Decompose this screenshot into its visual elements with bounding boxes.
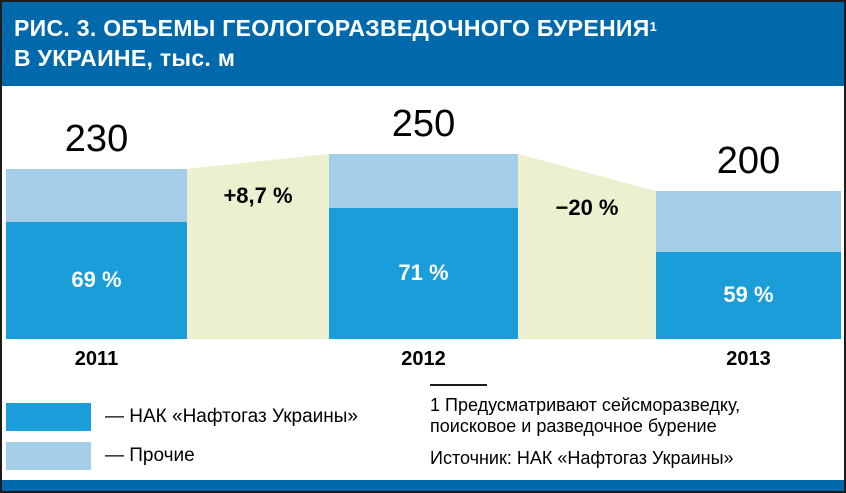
- axis-label-2011: 2011: [74, 348, 119, 370]
- share-label-2011: 69 %: [71, 267, 122, 293]
- source-line: Источник: НАК «Нафтогаз Украины»: [430, 448, 734, 468]
- segment-naftogaz-2013: 59 %: [656, 251, 841, 339]
- chart-title-line1: РИС. 3. ОБЪЕМЫ ГЕОЛОГОРАЗВЕДОЧНОГО БУРЕН…: [14, 15, 650, 41]
- footnote-line1: 1 Предусматривают сейсморазведку,: [430, 395, 741, 415]
- legend-label-others: — Прочие: [105, 445, 195, 466]
- segment-others-2012: [329, 154, 518, 208]
- segment-naftogaz-2012: 71 %: [329, 207, 518, 339]
- segment-others-2013: [656, 191, 841, 252]
- segment-naftogaz-2011: 69 %: [6, 221, 187, 339]
- segment-others-2011: [6, 169, 187, 222]
- bar-group-2012: 250 71 % 2012: [329, 86, 518, 370]
- chart-header: РИС. 3. ОБЪЕМЫ ГЕОЛОГОРАЗВЕДОЧНОГО БУРЕН…: [2, 2, 844, 86]
- change-band-2012-2013: [518, 154, 656, 339]
- bottom-accent-bar: [2, 480, 844, 491]
- bar-group-2011: 230 69 % 2011: [6, 86, 187, 370]
- bar-group-2013: 200 59 % 2013: [656, 86, 841, 370]
- legend-item-naftogaz: — НАК «Нафтогаз Украины»: [6, 403, 358, 431]
- footnote-block: 1 Предусматривают сейсморазведку, поиско…: [430, 384, 740, 469]
- legend-item-others: — Прочие: [6, 442, 358, 470]
- total-value-2013: 200: [716, 140, 781, 182]
- legend-swatch-naftogaz: [6, 403, 91, 431]
- axis-label-2012: 2012: [401, 348, 446, 370]
- chart-title-line2: В УКРАИНЕ, тыс. м: [14, 45, 236, 71]
- legend-swatch-others: [6, 442, 91, 470]
- legend: — НАК «Нафтогаз Украины» — Прочие: [6, 403, 358, 481]
- change-label-2012-2013: −20 %: [555, 195, 619, 220]
- stacked-bar-2011: 69 %: [6, 169, 187, 339]
- footnote-marker-superscript: 1: [649, 19, 658, 34]
- share-label-2012: 71 %: [398, 260, 449, 286]
- axis-label-2013: 2013: [726, 348, 771, 370]
- total-value-2011: 230: [64, 118, 129, 160]
- footnote-line2: поисковое и разведочное бурение: [430, 416, 717, 436]
- chart-area: +8,7 % −20 % 230 69 % 2011 250 71 % 2012: [2, 86, 844, 386]
- stacked-bar-2012: 71 %: [329, 154, 518, 339]
- chart-title: РИС. 3. ОБЪЕМЫ ГЕОЛОГОРАЗВЕДОЧНОГО БУРЕН…: [14, 13, 832, 73]
- stacked-bar-2013: 59 %: [656, 191, 841, 339]
- change-band-2011-2012: [187, 154, 329, 339]
- total-value-2012: 250: [391, 103, 456, 145]
- legend-label-naftogaz: — НАК «Нафтогаз Украины»: [105, 406, 358, 427]
- footnote-rule: [430, 384, 487, 386]
- change-label-2011-2012: +8,7 %: [223, 183, 293, 208]
- share-label-2013: 59 %: [723, 282, 774, 308]
